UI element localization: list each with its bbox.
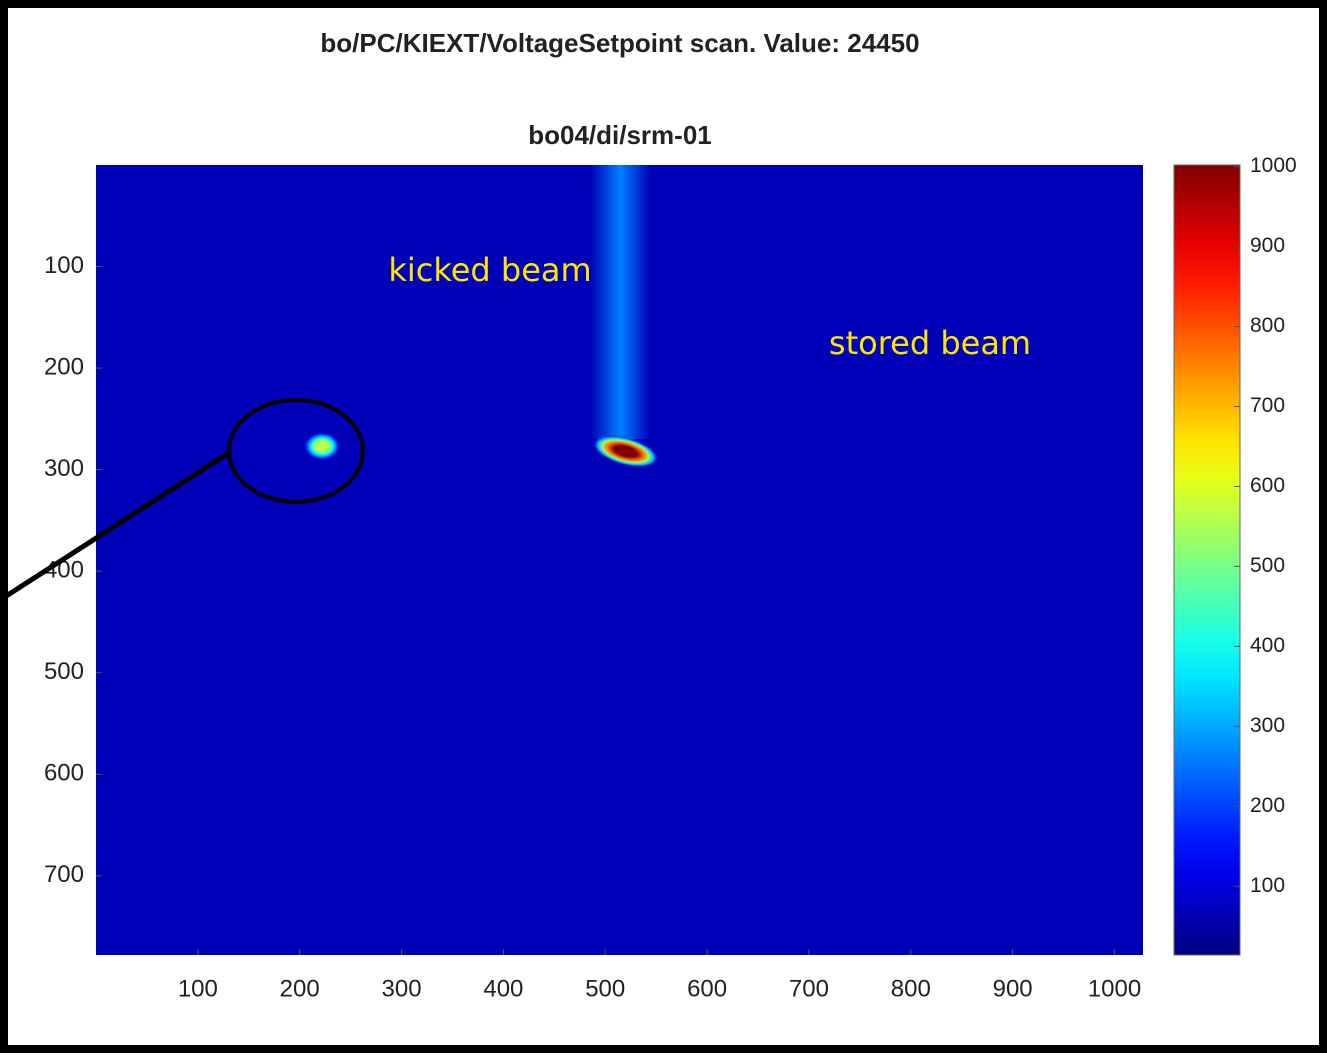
colorbar-tick-label: 800 (1250, 314, 1285, 337)
annotation: stored beam (829, 324, 1031, 362)
x-tick-label: 100 (178, 975, 218, 1002)
y-tick-label: 500 (44, 658, 84, 685)
beam-spot (304, 432, 340, 460)
chart-title: bo/PC/KIEXT/VoltageSetpoint scan. Value:… (320, 28, 919, 58)
colorbar-tick-label: 300 (1250, 714, 1285, 737)
x-tick-label: 300 (382, 975, 422, 1002)
x-tick-label: 400 (483, 975, 523, 1002)
chart: bo/PC/KIEXT/VoltageSetpoint scan. Value:… (0, 0, 1327, 1053)
streak (591, 165, 651, 439)
x-tick-label: 500 (585, 975, 625, 1002)
x-tick-label: 200 (280, 975, 320, 1002)
colorbar-tick-label: 600 (1250, 474, 1285, 497)
y-tick-label: 100 (44, 252, 84, 279)
x-tick-label: 600 (687, 975, 727, 1002)
y-tick-label: 700 (44, 861, 84, 888)
y-tick-label: 300 (44, 455, 84, 482)
colorbar-tick-label: 1000 (1250, 154, 1297, 177)
y-tick-label: 600 (44, 760, 84, 787)
colorbar-tick-label: 500 (1250, 554, 1285, 577)
colorbar-tick-label: 200 (1250, 794, 1285, 817)
x-tick-label: 900 (993, 975, 1033, 1002)
y-tick-label: 200 (44, 353, 84, 380)
colorbar-tick-label: 900 (1250, 234, 1285, 257)
colorbar-tick-label: 700 (1250, 394, 1285, 417)
x-tick-label: 700 (789, 975, 829, 1002)
annotation: kicked beam (388, 251, 591, 289)
colorbar (1174, 165, 1240, 955)
x-tick-label: 1000 (1088, 975, 1141, 1002)
x-tick-label: 800 (891, 975, 931, 1002)
chart-subtitle: bo04/di/srm-01 (528, 120, 712, 150)
colorbar-tick-label: 100 (1250, 874, 1285, 897)
colorbar-tick-label: 400 (1250, 634, 1285, 657)
